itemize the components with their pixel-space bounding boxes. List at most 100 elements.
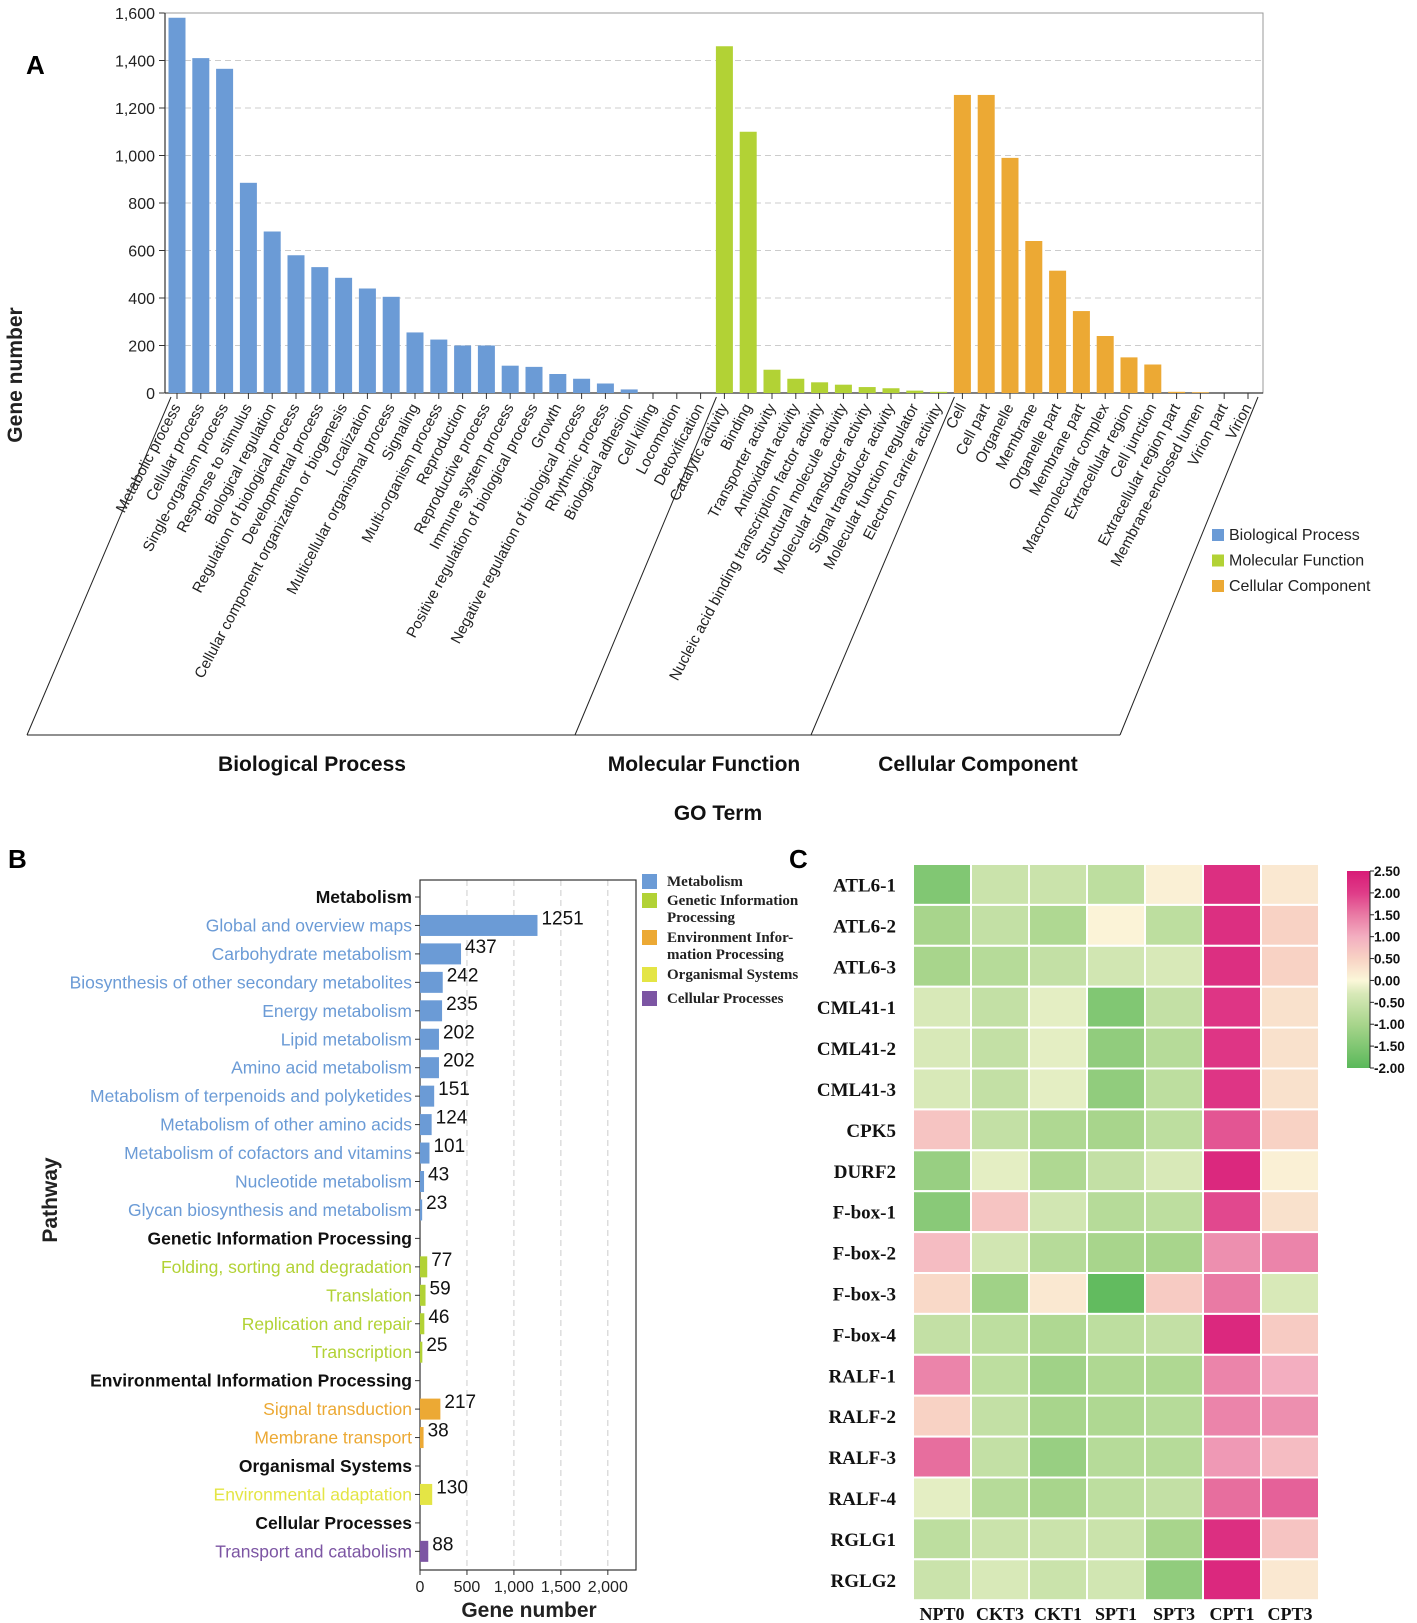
row-label-cpk5: CPK5: [846, 1121, 896, 1142]
heatmap-cell-atl6-1-cpt1: [1202, 863, 1262, 906]
row-label-atl6-3: ATL6-3: [833, 957, 896, 978]
heatmap-cell-atl6-2-ckt1: [1028, 903, 1088, 947]
panel-label-a: A: [26, 50, 45, 80]
x-axis-title: GO Term: [674, 802, 762, 825]
bar-signal-transduction: [420, 1398, 441, 1420]
x-tick-label: 500: [454, 1579, 481, 1596]
colorbar-tick-label: -0.50: [1374, 995, 1405, 1010]
row-label-f-box-1: F-box-1: [833, 1203, 896, 1224]
bar-membrane-part: [1072, 311, 1090, 393]
heatmap-cell-ralf-4-spt1: [1086, 1476, 1146, 1520]
heatmap-cell-ralf-4-ckt3: [970, 1476, 1030, 1520]
bar-extracellular-region-part: [1168, 391, 1186, 393]
y-tick-label: 1,200: [115, 101, 155, 118]
x-tick-label: 1,500: [541, 1579, 581, 1596]
group-bracket-line: [574, 396, 717, 736]
heatmap-cell-cpk5-ckt3: [970, 1108, 1030, 1152]
pathway-label-lipid-metabolism: Lipid metabolism: [281, 1029, 412, 1049]
x-tick-label: 2,000: [588, 1579, 628, 1596]
heatmap-cell-rglg1-ckt3: [970, 1517, 1030, 1561]
heatmap-cell-f-box-4-cpt1: [1202, 1312, 1262, 1356]
legend-swatch-metabolism: [642, 874, 657, 889]
heatmap-cell-atl6-2-cpt3: [1260, 903, 1320, 947]
bar-membrane: [1025, 241, 1043, 393]
heatmap-cell-rglg2-ckt3: [970, 1558, 1030, 1602]
heatmap-cell-f-box-3-spt1: [1086, 1272, 1146, 1315]
value-label-folding-sorting-and-degradation: 77: [431, 1250, 452, 1271]
heatmap-cell-f-box-1-ckt3: [970, 1190, 1030, 1234]
legend-label-biological-process: Biological Process: [1229, 527, 1360, 544]
pathway-label-signal-transduction: Signal transduction: [263, 1399, 412, 1419]
group-bracket-line: [1119, 396, 1259, 736]
heatmap-cell-f-box-4-spt1: [1086, 1312, 1146, 1356]
y-axis-title: Gene number: [4, 307, 27, 442]
bar-energy-metabolism: [420, 1000, 443, 1022]
value-label-carbohydrate-metabolism: 437: [465, 937, 497, 958]
colorbar-tick-label: 2.00: [1374, 886, 1400, 901]
heatmap-cell-cml41-2-ckt3: [970, 1026, 1030, 1070]
heatmap-cell-atl6-3-spt1: [1086, 944, 1146, 988]
heatmap-cell-atl6-3-cpt1: [1202, 944, 1262, 988]
group-bracket-line: [810, 396, 955, 736]
y-tick-label: 1,000: [115, 149, 155, 166]
heatmap-cell-f-box-1-cpt3: [1260, 1190, 1320, 1234]
heatmap-cell-f-box-4-ckt1: [1028, 1312, 1088, 1356]
bar-structural-molecule-activity: [834, 384, 852, 393]
bar-biosynthesis-of-other-secondary-metabolites: [420, 971, 443, 993]
heatmap-cell-cml41-2-npt0: [912, 1026, 972, 1070]
heatmap-cell-atl6-2-spt3: [1144, 903, 1204, 947]
bar-molecular-function-regulator: [906, 390, 924, 393]
heatmap-cell-rglg2-cpt3: [1260, 1558, 1320, 1602]
y-axis-title: Pathway: [39, 1157, 62, 1243]
bar-folding-sorting-and-degradation: [420, 1256, 428, 1278]
heatmap-cell-rglg2-spt1: [1086, 1558, 1146, 1602]
value-label-amino-acid-metabolism: 202: [443, 1051, 475, 1072]
heatmap-cell-atl6-1-cpt3: [1260, 863, 1320, 906]
bar-antioxidant-activity: [787, 378, 805, 393]
bar-global-and-overview-maps: [420, 914, 538, 936]
heatmap-cell-ralf-2-ckt3: [970, 1394, 1030, 1438]
heatmap-cell-ralf-3-ckt3: [970, 1435, 1030, 1479]
pathway-label-environmental-adaptation: Environmental adaptation: [214, 1484, 412, 1504]
bar-biological-regulation: [263, 231, 281, 393]
heatmap-cell-durf2-ckt3: [970, 1149, 1030, 1193]
pathway-label-amino-acid-metabolism: Amino acid metabolism: [231, 1058, 412, 1078]
pathway-label-folding-sorting-and-degradation: Folding, sorting and degradation: [161, 1257, 412, 1277]
pathway-label-carbohydrate-metabolism: Carbohydrate metabolism: [212, 944, 412, 964]
heatmap-cell-rglg1-cpt3: [1260, 1517, 1320, 1561]
bar-cellular-component-organization-or-biogenesis: [335, 277, 353, 393]
heatmap-cell-ralf-2-cpt1: [1202, 1394, 1262, 1438]
heatmap-cell-cml41-1-npt0: [912, 985, 972, 1029]
bar-electron-carrier-activity: [930, 391, 948, 393]
value-label-biosynthesis-of-other-secondary-metabolites: 242: [447, 965, 479, 986]
legend-label-line: Metabolism: [667, 874, 743, 890]
heatmap-cell-ralf-3-ckt1: [1028, 1435, 1088, 1479]
value-label-transport-and-catabolism: 88: [432, 1534, 453, 1555]
legend-label-line: mation Processing: [667, 947, 784, 963]
y-tick-label: 200: [128, 339, 155, 356]
heatmap-cell-cpk5-cpt3: [1260, 1108, 1320, 1152]
value-label-metabolism-of-terpenoids-and-polyketides: 151: [438, 1079, 470, 1100]
heatmap-cell-atl6-3-ckt3: [970, 944, 1030, 988]
heatmap-cell-atl6-1-npt0: [912, 863, 972, 906]
panel-label-c: C: [789, 844, 808, 874]
heatmap-cell-f-box-1-spt3: [1144, 1190, 1204, 1234]
bar-translation: [420, 1284, 426, 1306]
bar-environmental-adaptation: [420, 1483, 433, 1505]
bar-regulation-of-biological-process: [287, 255, 305, 393]
value-label-lipid-metabolism: 202: [443, 1022, 475, 1043]
heatmap-cell-cml41-3-spt1: [1086, 1067, 1146, 1111]
heatmap-cell-ralf-2-spt3: [1144, 1394, 1204, 1438]
heatmap-cell-rglg1-spt3: [1144, 1517, 1204, 1561]
heatmap-cell-atl6-2-ckt3: [970, 903, 1030, 947]
heatmap-cell-cml41-3-npt0: [912, 1067, 972, 1111]
heatmap-cell-atl6-2-spt1: [1086, 903, 1146, 947]
colorbar-tick-label: -1.50: [1374, 1039, 1405, 1054]
row-label-rglg2: RGLG2: [831, 1571, 896, 1592]
heatmap-cell-rglg1-npt0: [912, 1517, 972, 1561]
pathway-label-global-and-overview-maps: Global and overview maps: [206, 915, 412, 935]
bar-transcription: [420, 1341, 423, 1363]
bar-metabolism-of-cofactors-and-vitamins: [420, 1142, 430, 1164]
heatmap-cell-cpk5-cpt1: [1202, 1108, 1262, 1152]
heatmap-cell-f-box-2-ckt3: [970, 1231, 1030, 1274]
